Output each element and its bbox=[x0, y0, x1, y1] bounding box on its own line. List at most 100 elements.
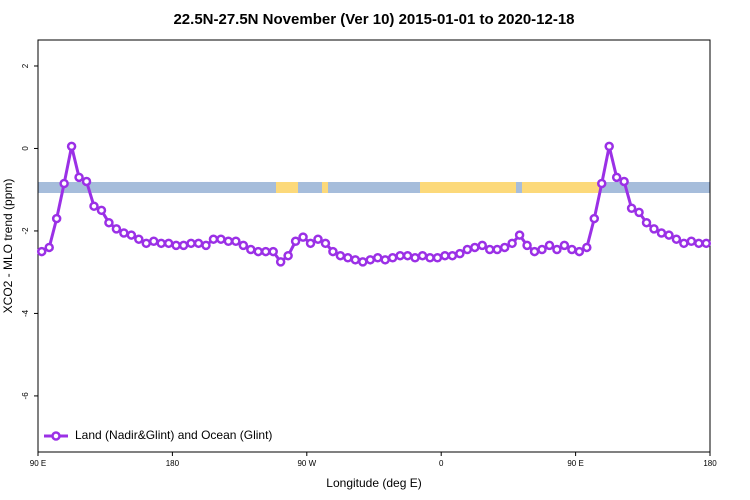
data-point bbox=[305, 238, 316, 249]
data-point bbox=[193, 238, 204, 249]
data-point bbox=[611, 172, 622, 183]
data-point bbox=[283, 250, 293, 261]
data-point bbox=[343, 253, 353, 263]
data-point bbox=[641, 217, 652, 228]
data-point bbox=[582, 242, 592, 253]
data-point bbox=[320, 238, 331, 249]
legend-marker bbox=[51, 431, 61, 441]
data-point bbox=[81, 176, 92, 187]
data-point bbox=[96, 205, 107, 216]
x-tick-label: 180 bbox=[166, 459, 180, 468]
y-tick-label: 0 bbox=[21, 146, 30, 151]
data-point bbox=[559, 240, 570, 251]
data-point bbox=[104, 217, 114, 228]
data-point bbox=[492, 244, 502, 255]
data-point bbox=[589, 213, 600, 224]
y-tick-label: 2 bbox=[21, 63, 30, 68]
data-point bbox=[186, 238, 196, 249]
data-point bbox=[626, 203, 637, 214]
data-point bbox=[36, 246, 47, 257]
data-point bbox=[701, 238, 712, 249]
data-point bbox=[649, 224, 659, 234]
data-point bbox=[634, 207, 644, 218]
x-tick-label: 180 bbox=[703, 459, 717, 468]
data-point bbox=[89, 201, 99, 211]
data-point bbox=[440, 250, 450, 261]
data-point bbox=[372, 253, 383, 263]
data-point bbox=[499, 242, 510, 253]
y-tick-label: -2 bbox=[21, 227, 30, 235]
data-point bbox=[51, 213, 62, 224]
data-point bbox=[694, 238, 704, 249]
data-point bbox=[59, 178, 69, 189]
data-point bbox=[552, 244, 562, 255]
data-point bbox=[156, 238, 166, 249]
data-point bbox=[447, 250, 458, 261]
data-point bbox=[148, 236, 159, 247]
data-point bbox=[171, 240, 181, 251]
data-point bbox=[141, 238, 152, 249]
data-point bbox=[66, 141, 77, 152]
data-point bbox=[432, 253, 443, 263]
land-ocean-strip bbox=[38, 182, 710, 193]
data-point bbox=[574, 246, 585, 257]
data-point bbox=[134, 234, 144, 244]
data-point bbox=[544, 240, 555, 251]
data-point bbox=[216, 234, 226, 244]
data-point bbox=[335, 250, 346, 261]
data-point bbox=[387, 253, 398, 263]
legend-label: Land (Nadir&Glint) and Ocean (Glint) bbox=[75, 428, 272, 442]
x-axis-label: Longitude (deg E) bbox=[326, 476, 421, 490]
data-point bbox=[238, 240, 249, 251]
data-point bbox=[178, 240, 189, 251]
data-point bbox=[410, 253, 420, 263]
data-point bbox=[514, 230, 525, 240]
data-point bbox=[275, 257, 286, 267]
data-point bbox=[380, 255, 390, 265]
data-point bbox=[111, 224, 122, 234]
x-tick-label: 90 W bbox=[297, 459, 316, 468]
data-point bbox=[201, 240, 211, 251]
data-point bbox=[298, 232, 308, 242]
data-point bbox=[268, 246, 278, 257]
data-point bbox=[163, 238, 174, 249]
data-point bbox=[417, 250, 428, 261]
data-point bbox=[74, 172, 84, 183]
data-point bbox=[246, 244, 256, 255]
data-point bbox=[126, 230, 137, 240]
data-point bbox=[462, 244, 473, 255]
data-point bbox=[537, 244, 547, 255]
data-point bbox=[208, 234, 219, 244]
x-tick-label: 90 E bbox=[567, 459, 583, 468]
y-tick-label: -4 bbox=[21, 309, 30, 317]
data-point bbox=[619, 176, 629, 187]
data-point bbox=[596, 178, 607, 189]
data-point bbox=[529, 246, 540, 257]
data-point bbox=[253, 246, 264, 257]
data-point bbox=[567, 244, 577, 255]
data-point bbox=[260, 246, 271, 257]
data-point bbox=[686, 236, 697, 247]
data-point bbox=[290, 236, 301, 247]
data-point bbox=[484, 244, 495, 255]
data-point bbox=[223, 236, 234, 247]
data-point bbox=[507, 238, 517, 249]
data-point bbox=[604, 141, 614, 152]
data-point bbox=[44, 242, 54, 253]
data-point bbox=[656, 228, 667, 238]
chart-title: 22.5N-27.5N November (Ver 10) 2015-01-01… bbox=[173, 11, 574, 28]
data-point bbox=[671, 234, 682, 244]
y-axis-label: XCO2 - MLO trend (ppm) bbox=[1, 179, 15, 314]
data-point bbox=[455, 248, 465, 259]
data-point bbox=[350, 255, 361, 265]
data-point bbox=[358, 257, 368, 267]
data-point bbox=[477, 240, 488, 251]
data-point bbox=[402, 250, 413, 261]
data-point bbox=[679, 238, 689, 249]
data-point bbox=[664, 230, 674, 240]
data-point bbox=[313, 234, 323, 244]
x-tick-label: 90 E bbox=[30, 459, 46, 468]
x-tick-label: 0 bbox=[439, 459, 444, 468]
